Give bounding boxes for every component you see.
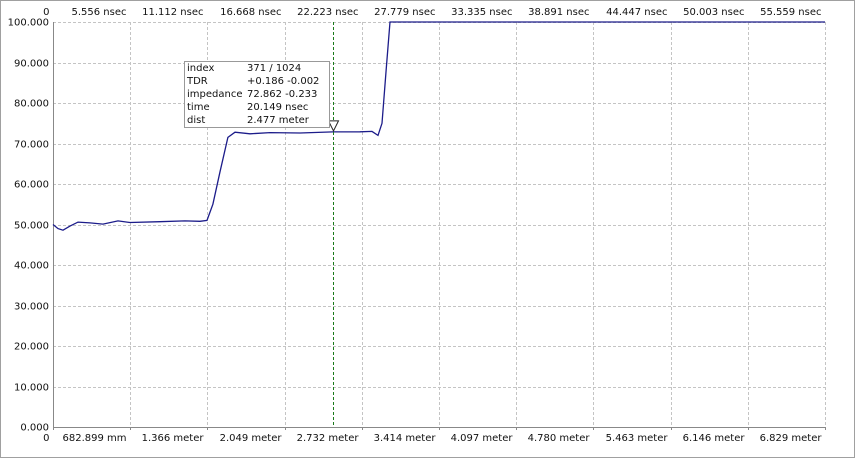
tooltip-value: 371 / 1024	[247, 63, 301, 74]
y-tick-label: 90.000	[14, 59, 49, 70]
tooltip-key: impedance	[187, 89, 242, 100]
tooltip-value: 72.862 -0.233	[247, 89, 317, 100]
x2-tick-label: 3.414 meter	[374, 433, 437, 444]
y-tick-label: 100.000	[8, 18, 49, 29]
x-tick-label: 33.335 nsec	[451, 7, 512, 18]
x2-tick-label: 2.732 meter	[297, 433, 360, 444]
tooltip-value: 20.149 nsec	[247, 102, 308, 113]
x-tick-label: 11.112 nsec	[142, 7, 203, 18]
x-tick-label: 16.668 nsec	[220, 7, 281, 18]
x-tick-label: 0	[43, 7, 49, 18]
x2-tick-label: 2.049 meter	[220, 433, 283, 444]
x-tick-label: 27.779 nsec	[374, 7, 435, 18]
y-tick-label: 70.000	[14, 140, 49, 151]
y-tick-label: 20.000	[14, 342, 49, 353]
y-tick-label: 40.000	[14, 261, 49, 272]
x2-tick-label: 5.463 meter	[606, 433, 669, 444]
y-tick-label: 60.000	[14, 180, 49, 191]
y-tick-label: 50.000	[14, 221, 49, 232]
tooltip-value: 2.477 meter	[247, 115, 310, 126]
x-tick-label: 22.223 nsec	[297, 7, 358, 18]
x2-tick-label: 0	[43, 433, 49, 444]
tooltip-key: TDR	[186, 76, 208, 87]
x-tick-label: 50.003 nsec	[683, 7, 744, 18]
y-tick-label: 0.000	[20, 423, 49, 434]
tooltip-key: index	[187, 63, 214, 74]
tooltip-key: time	[187, 102, 210, 113]
x-tick-label: 44.447 nsec	[606, 7, 667, 18]
tooltip-key: dist	[187, 115, 205, 126]
x-tick-label: 38.891 nsec	[528, 7, 589, 18]
cursor-tooltip	[184, 61, 330, 128]
y-tick-label: 30.000	[14, 302, 49, 313]
x2-tick-label: 1.366 meter	[142, 433, 205, 444]
y-tick-label: 10.000	[14, 383, 49, 394]
x-tick-label: 55.559 nsec	[760, 7, 821, 18]
tooltip-value: +0.186 -0.002	[247, 76, 319, 87]
x2-tick-label: 6.146 meter	[683, 433, 746, 444]
x2-tick-label: 4.097 meter	[451, 433, 514, 444]
series-line	[52, 21, 825, 231]
x-tick-label: 5.556 nsec	[71, 7, 126, 18]
x2-tick-label: 4.780 meter	[528, 433, 591, 444]
y-tick-label: 80.000	[14, 99, 49, 110]
x2-tick-label: 682.899 mm	[62, 433, 126, 444]
cursor-marker	[327, 120, 340, 133]
x2-tick-label: 6.829 meter	[760, 433, 823, 444]
